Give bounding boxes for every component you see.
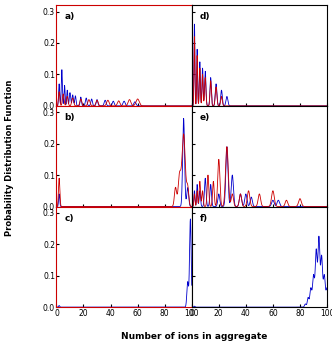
Text: a): a)	[64, 12, 75, 21]
Text: Probability Distribution Function: Probability Distribution Function	[5, 80, 15, 236]
Text: d): d)	[200, 12, 210, 21]
Text: Number of ions in aggregate: Number of ions in aggregate	[121, 332, 267, 342]
Text: f): f)	[200, 213, 208, 223]
Text: b): b)	[64, 113, 75, 122]
Text: e): e)	[200, 113, 210, 122]
Text: c): c)	[64, 213, 74, 223]
